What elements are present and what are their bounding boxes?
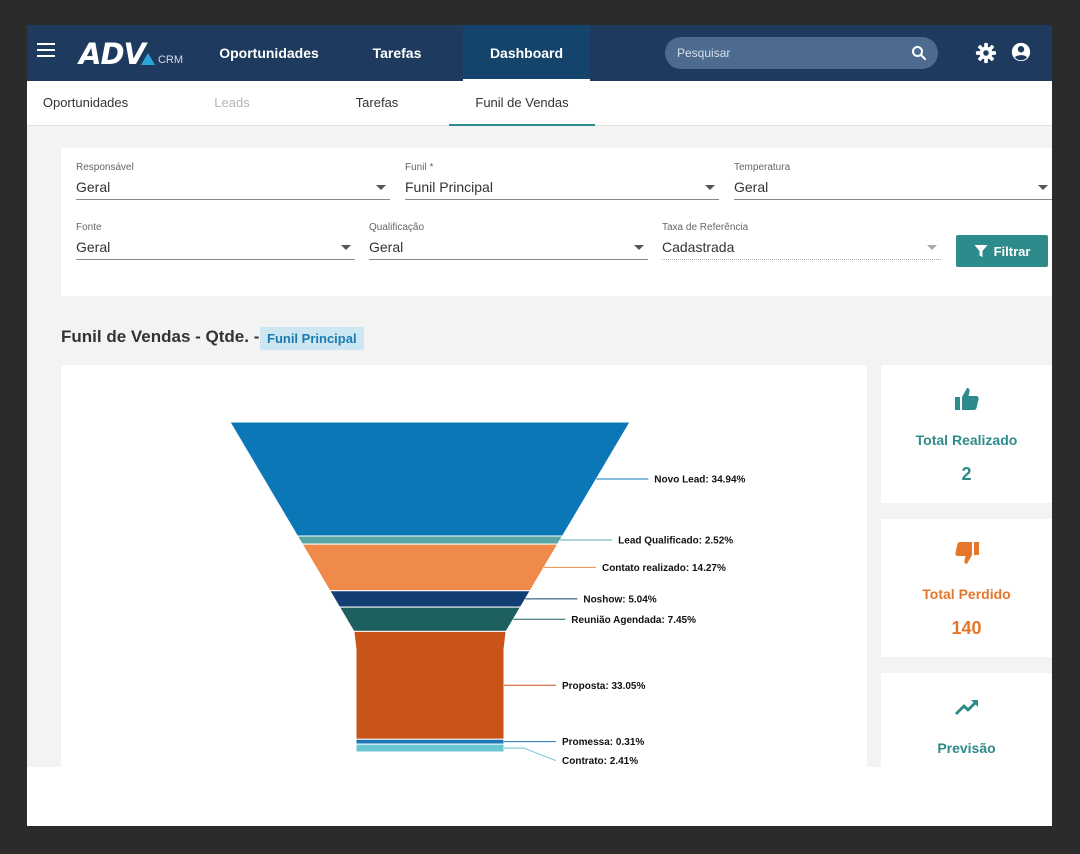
funil-label: Funil * [405, 162, 434, 173]
footer-area [27, 767, 1052, 826]
chevron-down-icon [705, 185, 715, 190]
chevron-down-icon [376, 185, 386, 190]
qualificacao-select[interactable]: Qualificação Geral [369, 222, 648, 260]
filtrar-button[interactable]: Filtrar [956, 235, 1048, 267]
funnel-label-noshow: Noshow: 5.04% [583, 594, 656, 605]
menu-icon[interactable] [37, 43, 55, 61]
fonte-value: Geral [76, 239, 111, 255]
funnel-leader-line [504, 747, 557, 762]
qualificacao-value: Geral [369, 239, 404, 255]
stat-card-realizado: Total Realizado 2 [881, 365, 1052, 503]
funnel-chart: Novo Lead: 34.94% Lead Qualificado: 2.52%… [229, 421, 746, 767]
temperatura-select[interactable]: Temperatura Geral [734, 162, 1052, 200]
funnel-label-contato-realizado: Contato realizado: 14.27% [602, 563, 726, 574]
funnel-chart-card: Novo Lead: 34.94% Lead Qualificado: 2.52%… [61, 365, 867, 785]
funnel-segment-contrato[interactable] [355, 743, 505, 753]
top-navbar: ADV CRM Oportunidades Tarefas Dashboard [27, 25, 1052, 81]
subtab-oportunidades[interactable]: Oportunidades [42, 95, 129, 110]
stat-perdido-value: 140 [951, 618, 982, 638]
logo-mark: ADV [79, 37, 146, 71]
qualificacao-label: Qualificação [369, 222, 425, 233]
temperatura-label: Temperatura [734, 162, 791, 173]
funnel-chip: Funil Principal [260, 327, 364, 350]
subtab-funil-de-vendas[interactable]: Funil de Vendas [449, 81, 595, 126]
user-account-icon[interactable] [1010, 41, 1032, 63]
sub-navigation: Oportunidades Leads Tarefas Funil de Ven… [27, 81, 1052, 126]
funnel-segment-promessa[interactable] [355, 738, 505, 745]
subtab-tarefas[interactable]: Tarefas [355, 95, 399, 110]
search-icon[interactable] [911, 45, 927, 61]
nav-oportunidades[interactable]: Oportunidades [219, 45, 319, 61]
nav-tarefas[interactable]: Tarefas [372, 45, 422, 61]
chevron-down-icon [634, 245, 644, 250]
stat-realizado-value: 2 [961, 464, 972, 484]
stat-perdido-title: Total Perdido [922, 586, 1011, 602]
gear-icon[interactable] [975, 42, 997, 64]
funnel-segment-proposta[interactable] [353, 630, 507, 740]
funnel-label-contrato: Contrato: 2.41% [562, 756, 638, 767]
thumbs-up-icon [954, 388, 979, 410]
funnel-segment-contato-realizado[interactable] [301, 543, 559, 592]
stat-card-perdido: Total Perdido 140 [881, 519, 1052, 657]
filter-icon [974, 245, 988, 257]
fonte-label: Fonte [76, 222, 102, 233]
logo-sub: CRM [157, 54, 184, 66]
logo-triangle-icon [140, 53, 155, 65]
funnel-label-lead-qualificado: Lead Qualificado: 2.52% [618, 536, 733, 547]
search-input[interactable] [677, 37, 907, 69]
stat-previsao-title: Previsão [937, 740, 996, 756]
logo[interactable]: ADV CRM [79, 37, 183, 69]
taxa-referencia-label: Taxa de Referência [662, 222, 749, 233]
funil-select[interactable]: Funil * Funil Principal [405, 162, 719, 200]
thumbs-down-icon [954, 542, 979, 564]
chevron-down-icon [1038, 185, 1048, 190]
temperatura-value: Geral [734, 179, 769, 195]
nav-dashboard[interactable]: Dashboard [463, 25, 590, 81]
chevron-down-icon [927, 245, 937, 250]
trending-up-icon [954, 699, 978, 716]
funnel-segment-noshow[interactable] [328, 590, 532, 608]
responsavel-value: Geral [76, 179, 111, 195]
taxa-referencia-value: Cadastrada [662, 239, 735, 255]
funnel-segment-novo-lead[interactable] [229, 421, 631, 537]
funnel-segment-reuniao-agendada[interactable] [338, 606, 522, 632]
subtab-leads[interactable]: Leads [214, 95, 250, 110]
taxa-referencia-select[interactable]: Taxa de Referência Cadastrada [662, 222, 941, 260]
filters-panel: Responsável Geral Funil * Funil Principa… [61, 148, 1052, 296]
fonte-select[interactable]: Fonte Geral [76, 222, 355, 260]
search-bar [665, 37, 938, 69]
stat-realizado-title: Total Realizado [915, 432, 1018, 448]
funil-value: Funil Principal [405, 179, 493, 195]
responsavel-select[interactable]: Responsável Geral [76, 162, 390, 200]
chevron-down-icon [341, 245, 351, 250]
funnel-label-reuniao-agendada: Reunião Agendada: 7.45% [571, 615, 696, 626]
section-title: Funil de Vendas - Qtde. - [61, 327, 260, 346]
responsavel-label: Responsável [76, 162, 134, 173]
funnel-label-proposta: Proposta: 33.05% [562, 681, 645, 692]
funnel-label-promessa: Promessa: 0.31% [562, 737, 644, 748]
filtrar-button-label: Filtrar [993, 243, 1031, 259]
funnel-segment-lead-qualificado[interactable] [296, 535, 564, 545]
funnel-label-novo-lead: Novo Lead: 34.94% [654, 474, 745, 485]
app-window: ADV CRM Oportunidades Tarefas Dashboard [27, 25, 1052, 826]
